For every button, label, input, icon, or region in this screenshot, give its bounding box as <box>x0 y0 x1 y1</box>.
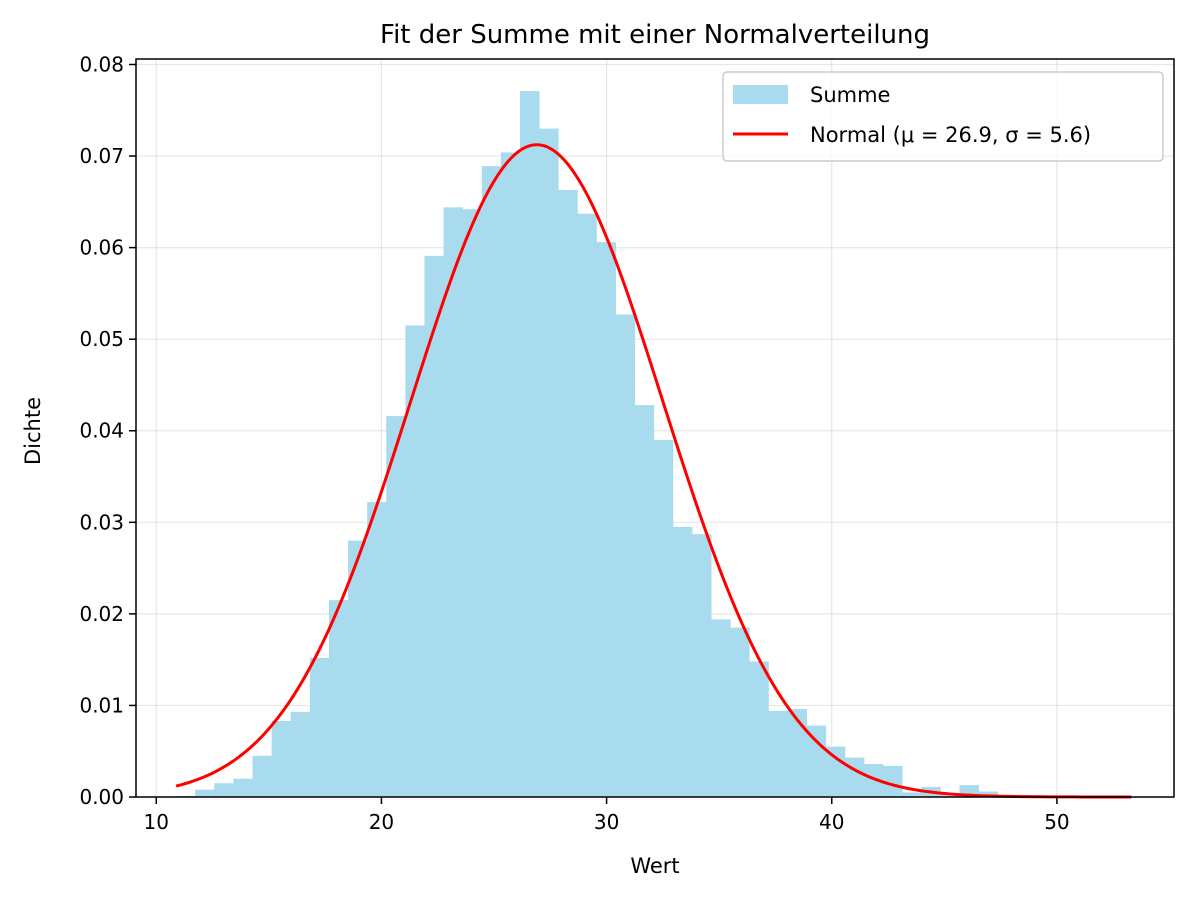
legend-label-summe: Summe <box>810 83 890 107</box>
histogram-bar-24 <box>634 405 655 797</box>
histogram-bar-27 <box>691 534 712 797</box>
x-tick-label-4: 50 <box>1044 810 1069 834</box>
histogram-bar-31 <box>768 710 788 797</box>
y-tick-label-1: 0.01 <box>79 693 124 717</box>
histogram-bar-7 <box>309 657 330 797</box>
histogram-bar-20 <box>558 189 578 797</box>
legend: Summe Normal (μ = 26.9, σ = 5.6) <box>722 71 1164 162</box>
histogram-bar-11 <box>386 416 406 797</box>
histogram-bar-25 <box>653 439 674 797</box>
y-tick-label-5: 0.05 <box>79 327 124 351</box>
histogram-bar-15 <box>462 209 483 798</box>
y-tick-label-0: 0.00 <box>79 785 124 809</box>
histogram-bar-36 <box>863 764 884 797</box>
histogram-bar-29 <box>730 627 750 797</box>
histogram-bar-22 <box>596 242 616 797</box>
plot-frame <box>135 58 1175 798</box>
histogram-bar-9 <box>348 540 368 797</box>
histogram-bar-32 <box>787 709 808 797</box>
x-tick-label-0: 10 <box>144 810 169 834</box>
y-tick-label-4: 0.04 <box>79 419 124 443</box>
legend-swatch-summe <box>733 85 788 104</box>
y-tick-label-8: 0.08 <box>79 52 124 76</box>
x-axis-label: Wert <box>630 854 679 878</box>
histogram-bar-6 <box>290 711 311 797</box>
histogram-bar-5 <box>271 721 292 797</box>
histogram-bar-26 <box>672 526 693 797</box>
histogram-bar-21 <box>577 213 597 797</box>
y-tick-label-6: 0.06 <box>79 236 124 260</box>
histogram-bar-38 <box>902 792 922 797</box>
y-tick-label-3: 0.03 <box>79 510 124 534</box>
histogram-bar-12 <box>405 325 425 797</box>
x-tick-label-3: 40 <box>819 810 844 834</box>
histogram-bar-42 <box>978 791 999 797</box>
histogram-bar-18 <box>520 91 540 798</box>
histogram-bar-19 <box>539 128 559 798</box>
histogram-bar-2 <box>214 783 234 797</box>
histogram-bar-13 <box>424 255 444 798</box>
histogram-bar-4 <box>252 755 273 797</box>
y-tick-label-7: 0.07 <box>79 144 124 168</box>
normal-fit-line <box>175 143 1132 799</box>
histogram-bar-40 <box>940 794 960 797</box>
histogram-bar-28 <box>711 619 731 797</box>
histogram-bar-14 <box>443 207 464 797</box>
histogram-bar-3 <box>233 778 253 797</box>
histogram-bar-34 <box>825 746 846 797</box>
histogram-bar-1 <box>195 789 215 797</box>
histogram-bars <box>176 91 1132 798</box>
histogram-bar-8 <box>328 600 349 797</box>
legend-label-normal: Normal (μ = 26.9, σ = 5.6) <box>810 123 1091 147</box>
x-tick-label-2: 30 <box>594 810 619 834</box>
y-tick-label-2: 0.02 <box>79 602 124 626</box>
y-axis-label: Dichte <box>21 397 45 465</box>
x-axis-ticks: 10 20 30 40 50 <box>144 797 1070 834</box>
legend-box <box>722 71 1164 162</box>
histogram-bar-37 <box>883 765 903 797</box>
histogram-bar-23 <box>615 314 636 797</box>
y-axis-ticks: 0.00 0.01 0.02 0.03 0.04 0.05 0.06 0.07 0.08 <box>79 52 136 809</box>
chart-title: Fit der Summe mit einer Normalverteilung <box>380 20 930 50</box>
histogram-bar-33 <box>806 725 827 797</box>
histogram-bar-10 <box>367 502 387 797</box>
x-tick-label-1: 20 <box>369 810 394 834</box>
histogram-bar-30 <box>749 661 769 797</box>
histogram-bar-41 <box>959 785 979 797</box>
histogram-bar-35 <box>844 757 865 797</box>
histogram-bar-17 <box>500 152 521 798</box>
histogram-bar-16 <box>481 166 502 797</box>
